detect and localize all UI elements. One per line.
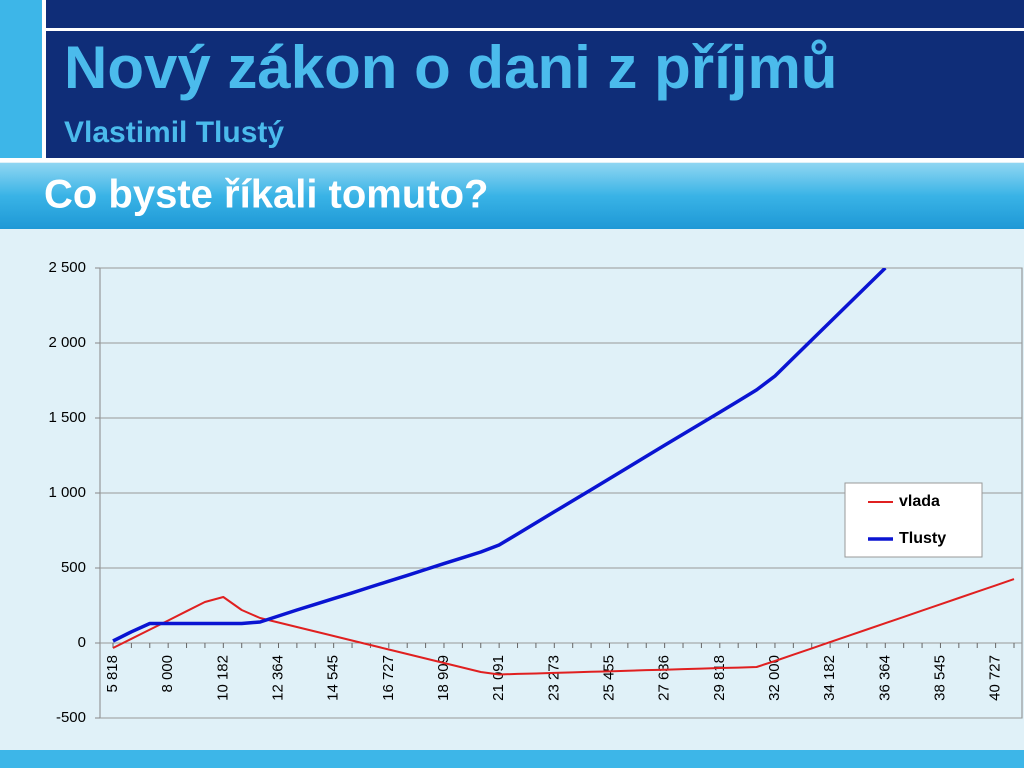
y-tick-label: 2 500: [48, 259, 86, 276]
x-tick-label: 10 182: [214, 655, 231, 701]
x-tick-label: 8 000: [159, 655, 176, 693]
x-tick-label: 16 727: [380, 655, 397, 701]
x-tick-label: 34 182: [821, 655, 838, 701]
divider: [46, 28, 1024, 31]
y-tick-label: 2 000: [48, 334, 86, 351]
x-tick-label: 25 455: [600, 655, 617, 701]
y-tick-label: 1 500: [48, 409, 86, 426]
subtitle: Vlastimil Tlustý: [64, 116, 284, 149]
divider: [0, 158, 1024, 162]
x-tick-label: 23 273: [545, 655, 562, 701]
x-tick-label: 29 818: [711, 655, 728, 701]
x-tick-label: 27 636: [656, 655, 673, 701]
x-tick-label: 12 364: [269, 655, 286, 701]
section-heading: Co byste říkali tomuto?: [44, 173, 489, 217]
series-line: [112, 268, 887, 643]
x-tick-label: 40 727: [987, 655, 1004, 701]
y-tick-label: 1 000: [48, 484, 86, 501]
x-tick-label: 18 909: [435, 655, 452, 701]
x-tick-label: 21 091: [490, 655, 507, 701]
y-tick-label: 500: [61, 559, 86, 576]
header-band: [0, 0, 1024, 162]
x-tick-label: 32 000: [766, 655, 783, 701]
x-tick-label: 36 364: [876, 655, 893, 701]
x-tick-label: 5 818: [104, 655, 121, 693]
plot-lines: [112, 268, 1015, 676]
x-tick-label: 38 545: [931, 655, 948, 701]
title: Nový zákon o dani z příjmů: [64, 34, 837, 101]
footer-band: [0, 750, 1024, 768]
y-tick-label: 0: [78, 634, 86, 651]
left-strip: [0, 0, 42, 162]
divider: [42, 0, 46, 162]
x-tick-label: 14 545: [325, 655, 342, 701]
legend-label: Tlusty: [899, 530, 946, 547]
chart: -500 0 500 1 000 1 500 2 000 2 500 5 818 8 000 10…: [48, 259, 1023, 726]
legend: [844, 482, 983, 558]
series-line: [112, 578, 1015, 676]
legend-label: vlada: [899, 493, 940, 510]
y-tick-label: -500: [56, 709, 86, 726]
section-band: [0, 163, 1024, 229]
